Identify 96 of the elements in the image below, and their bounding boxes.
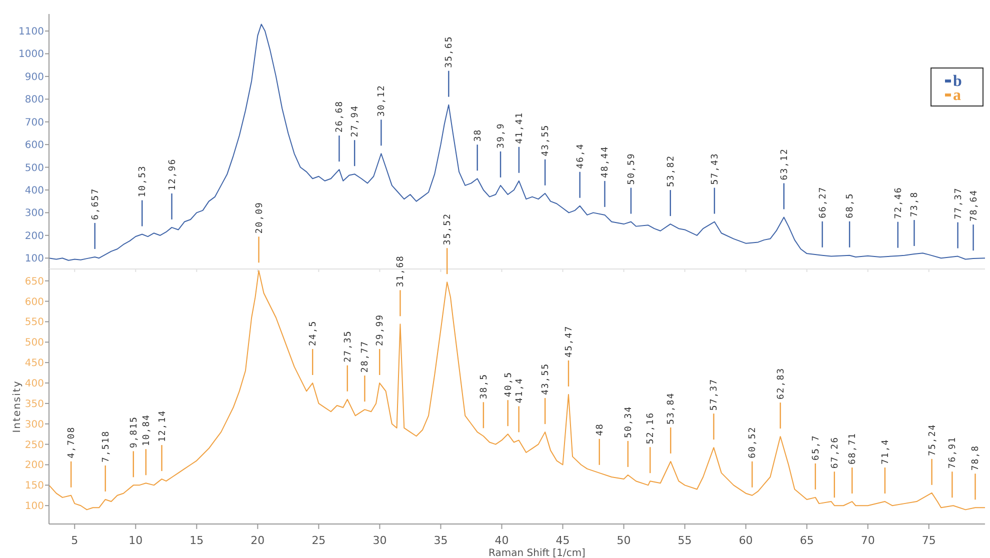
annotation: 12,96 (168, 158, 178, 190)
annotation: 28,77 (360, 340, 371, 373)
y-tick-label: 150 (24, 480, 44, 492)
annotation: 72,46 (894, 186, 904, 219)
annotation: 43,55 (541, 124, 552, 156)
annotation: 27,35 (343, 330, 354, 362)
annotation: 78,8 (971, 444, 982, 471)
annotation: 67,26 (830, 436, 840, 469)
y-tick-label: 400 (24, 185, 44, 196)
annotation: 68,5 (846, 192, 856, 218)
x-tick-label: 70 (860, 534, 875, 547)
x-axis-title: Raman Shift [1/cm] (488, 548, 586, 558)
x-tick-label: 40 (494, 534, 509, 547)
annotation: 4,708 (67, 426, 78, 458)
legend-label: a (953, 87, 961, 104)
annotation: 20,09 (254, 202, 265, 234)
annotation: 73,8 (910, 191, 920, 218)
y-tick-label: 700 (24, 117, 44, 128)
annotation: 38 (473, 128, 484, 142)
annotation: 52,16 (646, 412, 656, 444)
annotation: 62,83 (776, 367, 786, 400)
y-tick-label: 200 (24, 460, 44, 472)
x-tick-label: 35 (434, 534, 448, 547)
x-tick-label: 20 (250, 534, 265, 547)
annotation: 46,4 (576, 143, 586, 169)
annotation: 6,657 (90, 188, 101, 220)
annotation: 30,12 (377, 84, 388, 117)
annotation: 75,24 (928, 424, 938, 456)
y-tick-label: 350 (24, 398, 44, 410)
y-tick-label: 500 (24, 338, 44, 349)
annotation: 48 (595, 423, 606, 436)
annotation: 71,4 (880, 438, 891, 465)
y-tick-label: 900 (24, 72, 44, 83)
y-tick-label: 450 (24, 358, 44, 370)
annotation: 29,99 (376, 314, 386, 346)
x-tick-label: 30 (372, 534, 387, 547)
x-tick-label: 10 (128, 534, 143, 547)
y-tick-label: 800 (24, 94, 44, 106)
annotation: 68,71 (848, 432, 858, 465)
annotation: 53,84 (666, 392, 677, 424)
y-tick-label: 500 (24, 162, 44, 174)
y-tick-label: 200 (24, 230, 44, 242)
x-tick-label: 15 (190, 534, 204, 547)
x-tick-label: 50 (616, 534, 631, 547)
annotation: 50,34 (624, 406, 634, 438)
x-tick-label: 25 (312, 534, 326, 547)
annotation: 57,37 (710, 378, 720, 411)
annotation: 10,53 (138, 165, 148, 198)
annotation: 63,12 (780, 148, 790, 180)
legend-label: b (953, 73, 962, 90)
y-tick-label: 600 (24, 140, 44, 152)
annotation: 9,815 (129, 416, 140, 448)
annotation: 65,7 (811, 434, 822, 460)
y-tick-label: 100 (24, 501, 44, 512)
annotation: 41,41 (514, 112, 525, 144)
annotation: 7,518 (101, 430, 112, 462)
annotation: 50,59 (626, 152, 637, 185)
y-tick-label: 1100 (18, 26, 44, 38)
annotation: 48,44 (600, 146, 611, 178)
annotation: 31,68 (396, 255, 406, 288)
y-axis-title: Intensity (12, 380, 23, 433)
annotation: 26,68 (335, 100, 346, 133)
annotation: 66,27 (818, 186, 828, 218)
x-tick-label: 75 (922, 534, 936, 547)
annotation: 40,5 (504, 371, 514, 398)
annotation: 45,47 (564, 325, 574, 358)
x-tick-label: 55 (678, 534, 692, 547)
annotation: 35,65 (444, 36, 455, 68)
y-tick-label: 600 (24, 296, 44, 308)
y-tick-label: 1000 (18, 49, 44, 60)
x-tick-label: 60 (738, 534, 753, 547)
annotation: 60,52 (748, 426, 758, 458)
y-tick-label: 550 (24, 317, 44, 328)
annotation: 53,82 (666, 154, 676, 188)
y-tick-label: 650 (24, 276, 44, 288)
annotation: 39,9 (496, 122, 507, 148)
x-tick-label: 5 (71, 534, 78, 547)
y-tick-label: 300 (24, 419, 44, 430)
annotation: 12,14 (158, 410, 168, 442)
annotation: 76,91 (948, 436, 958, 469)
annotation: 35,52 (443, 212, 454, 246)
annotation: 27,94 (350, 104, 361, 138)
x-tick-label: 65 (800, 534, 814, 547)
y-tick-label: 400 (24, 378, 44, 390)
annotation: 10,84 (142, 414, 152, 446)
y-tick-label: 300 (24, 208, 44, 220)
annotation: 57,43 (710, 152, 720, 185)
x-tick-label: 45 (556, 534, 570, 547)
annotation: 43,55 (541, 362, 552, 396)
y-tick-label: 100 (24, 254, 44, 265)
annotation: 41,4 (514, 378, 525, 404)
y-tick-label: 250 (24, 440, 44, 451)
annotation: 38,5 (479, 373, 490, 400)
annotation: 78,64 (969, 189, 980, 222)
annotation: 24,5 (308, 320, 319, 346)
annotation: 77,37 (954, 187, 964, 220)
